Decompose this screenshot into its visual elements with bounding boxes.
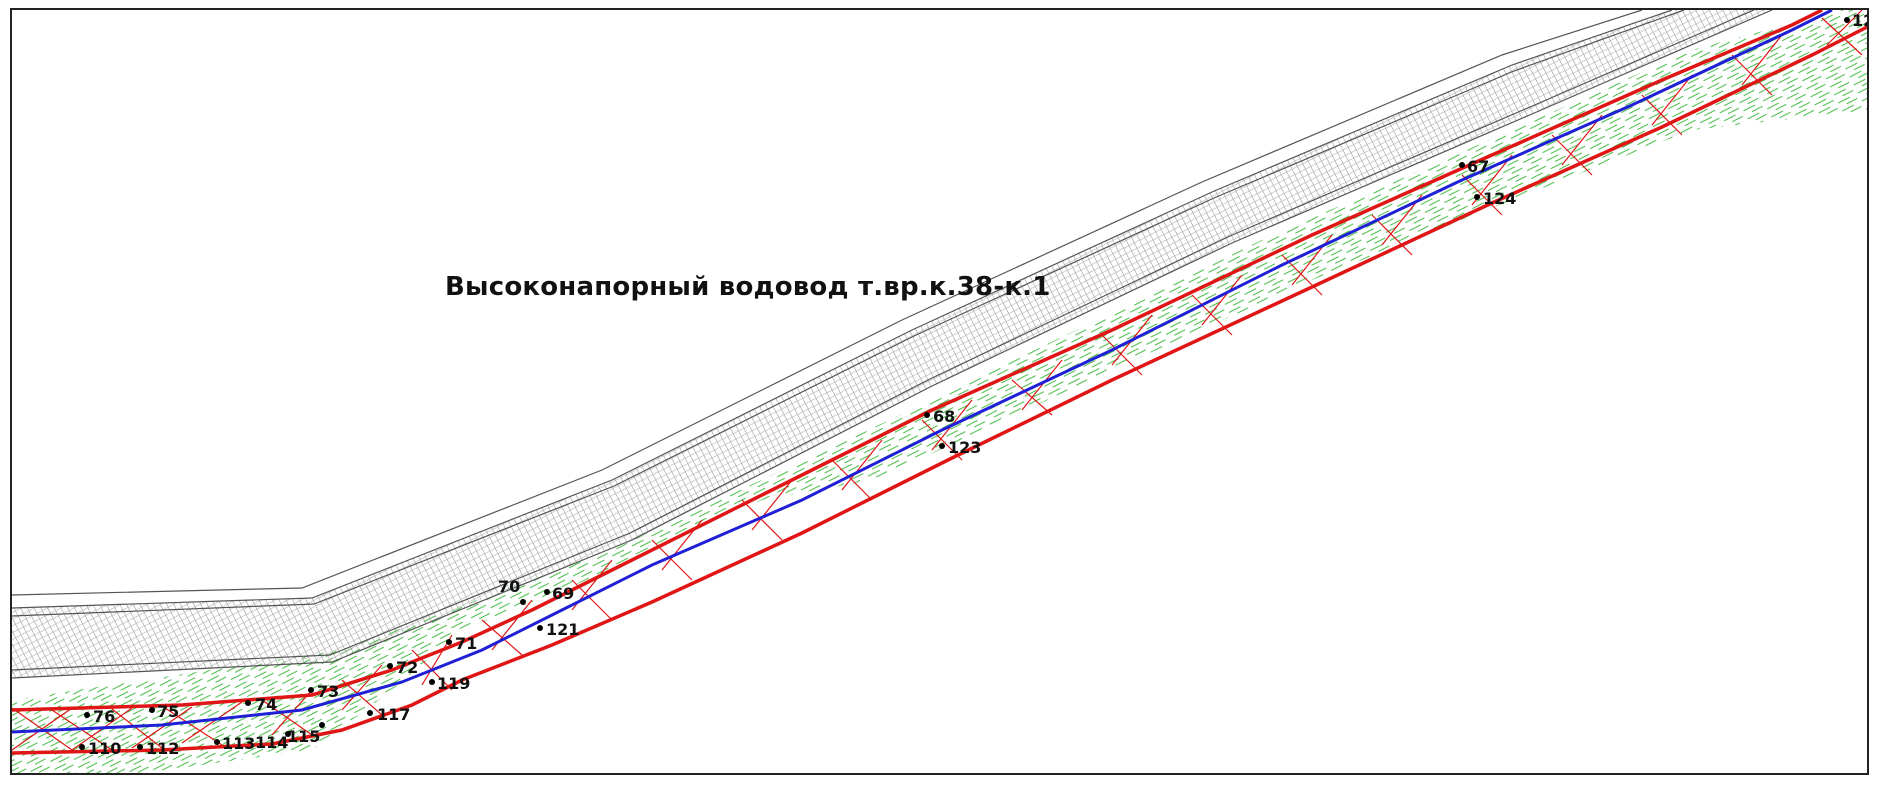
road-edges <box>12 10 1773 679</box>
point-117[interactable]: 117 <box>367 705 410 724</box>
point-70[interactable]: 70 <box>498 577 526 605</box>
point-114[interactable]: 114 <box>255 731 291 752</box>
easement-lower-boundary <box>12 25 1867 755</box>
point-74[interactable]: 74 <box>245 695 277 714</box>
svg-text:67: 67 <box>1467 157 1489 176</box>
svg-text:76: 76 <box>93 707 115 726</box>
svg-text:117: 117 <box>377 705 410 724</box>
point-121[interactable]: 121 <box>537 620 579 639</box>
point-125[interactable]: 125 <box>1844 11 1869 30</box>
svg-text:110: 110 <box>88 739 121 758</box>
point-71[interactable]: 71 <box>446 634 477 653</box>
svg-text:75: 75 <box>157 702 179 721</box>
point-124[interactable]: 124 <box>1474 189 1516 208</box>
point-72[interactable]: 72 <box>387 658 418 677</box>
map-title: Высоконапорный водовод т.вр.к.38-к.1 <box>445 272 1051 302</box>
svg-text:74: 74 <box>255 695 277 714</box>
svg-text:119: 119 <box>437 674 470 693</box>
svg-text:121: 121 <box>546 620 579 639</box>
point-75[interactable]: 75 <box>149 702 179 721</box>
svg-text:71: 71 <box>455 634 477 653</box>
svg-text:115: 115 <box>287 727 320 746</box>
map-canvas[interactable]: 125 67 124 68 123 70 69 121 71 72 119 73… <box>12 10 1869 775</box>
point-112[interactable]: 112 <box>137 739 179 758</box>
svg-text:123: 123 <box>948 438 981 457</box>
point-76[interactable]: 76 <box>84 707 115 726</box>
point-73[interactable]: 73 <box>308 682 339 701</box>
survey-points: 125 67 124 68 123 70 69 121 71 72 119 73… <box>79 11 1869 758</box>
svg-text:113: 113 <box>222 734 255 753</box>
point-110[interactable]: 110 <box>79 739 121 758</box>
road-band <box>12 10 1772 678</box>
easement-upper-boundary <box>12 10 1823 712</box>
svg-text:68: 68 <box>933 407 955 426</box>
point-69[interactable]: 69 <box>544 584 574 603</box>
svg-text:73: 73 <box>317 682 339 701</box>
map-frame: 125 67 124 68 123 70 69 121 71 72 119 73… <box>10 8 1869 775</box>
point-68[interactable]: 68 <box>924 407 955 426</box>
svg-text:114: 114 <box>255 733 288 752</box>
svg-text:112: 112 <box>146 739 179 758</box>
pipeline-route <box>12 10 1833 734</box>
point-119[interactable]: 119 <box>429 674 470 693</box>
point-115[interactable]: 115 <box>287 722 325 746</box>
point-67[interactable]: 67 <box>1459 157 1489 176</box>
svg-text:124: 124 <box>1483 189 1516 208</box>
svg-text:125: 125 <box>1852 11 1869 30</box>
svg-text:70: 70 <box>498 577 520 596</box>
point-123[interactable]: 123 <box>939 438 981 457</box>
vegetation-area <box>12 10 1867 773</box>
svg-text:69: 69 <box>552 584 574 603</box>
svg-text:72: 72 <box>396 658 418 677</box>
point-113[interactable]: 113 <box>214 734 255 753</box>
